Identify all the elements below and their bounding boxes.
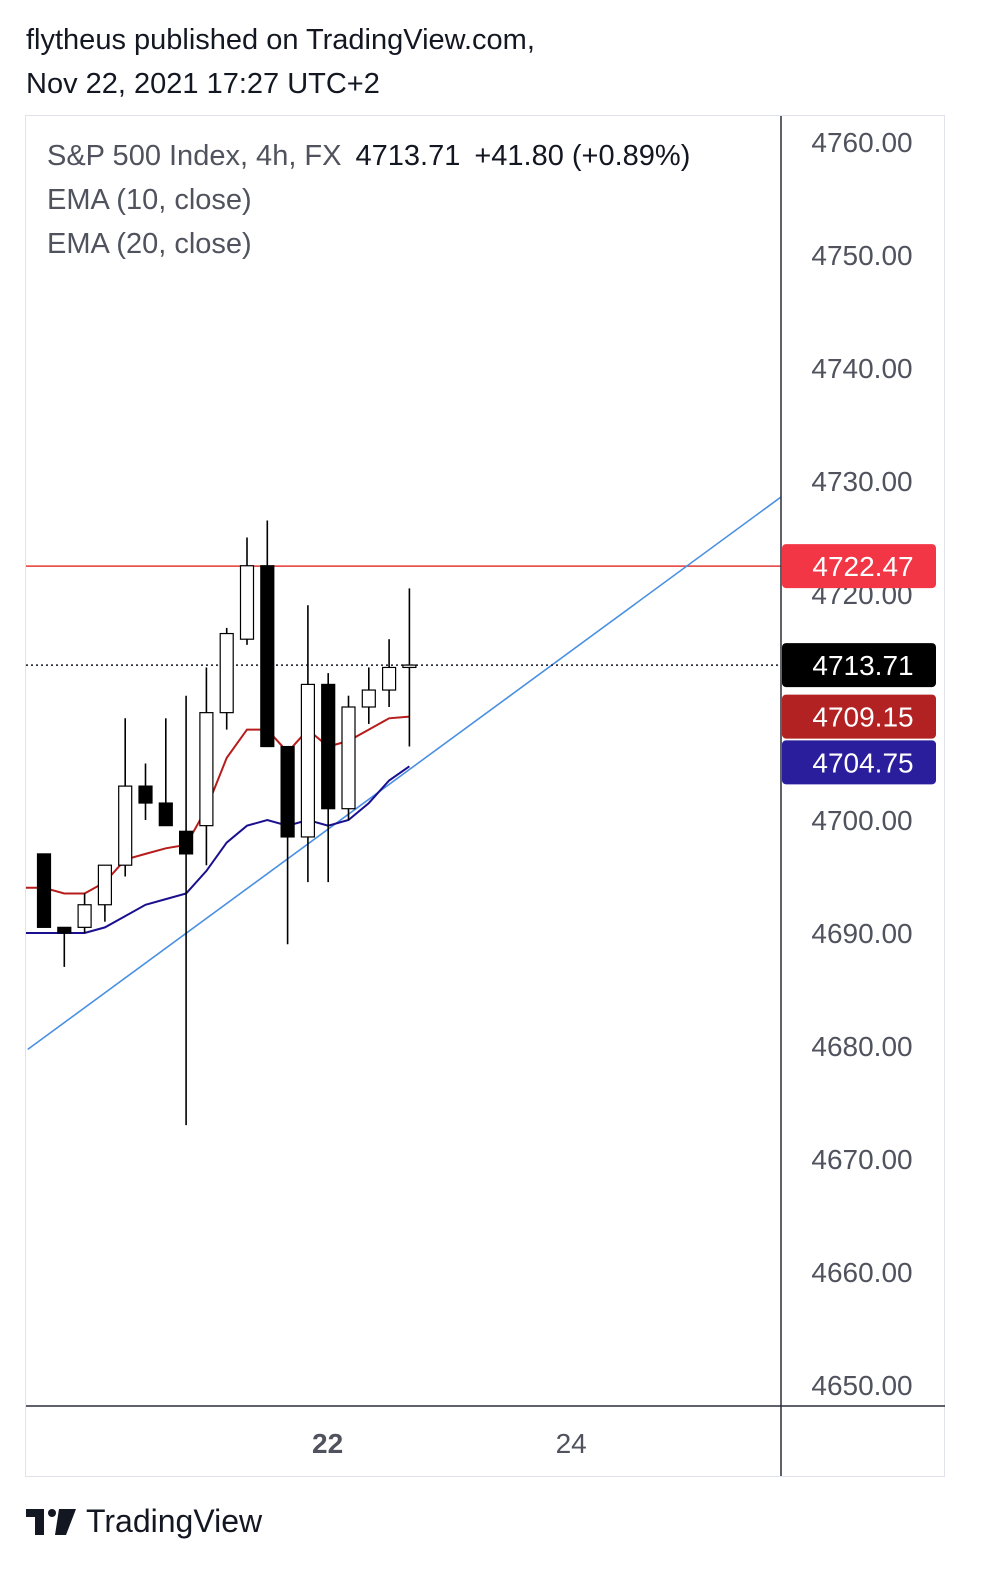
ema20-price-tag-bg <box>782 740 936 785</box>
candle <box>300 605 315 883</box>
y-tick-label: 4660.00 <box>811 1257 912 1288</box>
trendline <box>27 495 781 1051</box>
candle-body-up <box>361 689 376 708</box>
ema20-line <box>26 765 410 934</box>
last-price-tag: 4713.71 <box>782 643 936 688</box>
y-tick-label: 4700.00 <box>811 805 912 836</box>
candle-body-up <box>341 706 356 810</box>
candle-body-down <box>179 830 194 855</box>
ema10-price-tag-label: 4709.15 <box>812 702 913 733</box>
publisher-line: flytheus published on TradingView.com, <box>26 24 535 56</box>
last-price-tag-label: 4713.71 <box>812 650 913 681</box>
y-tick-label: 4650.00 <box>811 1370 912 1401</box>
symbol-label: S&P 500 Index, 4h, FX <box>47 140 342 172</box>
footer-brand[interactable]: TradingView <box>26 1503 262 1540</box>
resistance-price-tag: 4722.47 <box>782 544 936 589</box>
candle-body-up <box>402 664 417 669</box>
candle-body-down <box>260 565 275 748</box>
candle-body-down <box>57 926 72 934</box>
candle <box>361 667 376 724</box>
publish-header: flytheus published on TradingView.com, N… <box>26 18 535 106</box>
candle <box>97 864 113 922</box>
y-tick-label: 4740.00 <box>811 353 912 384</box>
candle-body-up <box>239 565 255 640</box>
candle <box>402 588 417 747</box>
candle-body-down <box>36 853 52 928</box>
candle-body-down <box>158 802 173 827</box>
y-tick-label: 4750.00 <box>811 240 912 271</box>
y-tick-label: 4730.00 <box>811 466 912 497</box>
brand-name: TradingView <box>86 1503 263 1539</box>
candle-body-up <box>97 864 113 906</box>
candle <box>321 673 336 883</box>
candle <box>179 695 194 1126</box>
candle <box>77 893 92 933</box>
last-price-tag-bg <box>782 643 936 688</box>
price-change: +41.80 (+0.89%) <box>474 140 691 172</box>
x-tick-label: 22 <box>312 1428 343 1459</box>
ema10-legend[interactable]: EMA (10, close) <box>47 184 252 216</box>
candle-body-down <box>321 683 336 810</box>
candle <box>36 853 52 928</box>
candle-body-up <box>77 904 92 928</box>
y-tick-label: 4760.00 <box>811 127 912 158</box>
publish-date: Nov 22, 2021 17:27 UTC+2 <box>26 68 380 100</box>
candle-body-up <box>118 785 133 866</box>
y-tick-label: 4680.00 <box>811 1031 912 1062</box>
candle-body-down <box>280 745 295 838</box>
y-tick-label: 4690.00 <box>811 918 912 949</box>
ema10-price-tag: 4709.15 <box>782 694 936 739</box>
chart-legend: S&P 500 Index, 4h, FX 4713.71 +41.80 (+0.8… <box>47 134 690 266</box>
candle-body-down <box>138 785 153 804</box>
candle-body-up <box>199 712 214 827</box>
ema20-price-tag: 4704.75 <box>782 740 936 785</box>
x-tick-label: 24 <box>556 1428 587 1459</box>
candle <box>382 639 397 707</box>
candle <box>239 537 255 645</box>
resistance-price-tag-label: 4722.47 <box>812 551 913 582</box>
candle <box>199 667 214 866</box>
last-price: 4713.71 <box>355 140 461 172</box>
candle-body-up <box>382 666 397 691</box>
chart-frame <box>25 115 945 1477</box>
y-tick-label: 4670.00 <box>811 1144 912 1175</box>
legend-symbol-row: S&P 500 Index, 4h, FX 4713.71 +41.80 (+0.8… <box>47 134 690 178</box>
candle <box>280 745 295 945</box>
plot-area <box>26 495 781 1126</box>
tradingview-logo-icon <box>26 1508 76 1535</box>
ema10-price-tag-bg <box>782 694 936 739</box>
candle <box>57 926 72 967</box>
candle <box>219 627 234 730</box>
candle <box>118 718 133 877</box>
candle <box>138 763 153 820</box>
candle-body-up <box>219 632 234 714</box>
candle <box>260 520 275 748</box>
candle <box>158 718 173 827</box>
candle <box>341 695 356 820</box>
ema20-price-tag-label: 4704.75 <box>812 747 913 778</box>
candle-body-up <box>300 683 315 838</box>
resistance-price-tag-bg <box>782 544 936 589</box>
ema20-legend[interactable]: EMA (20, close) <box>47 228 252 260</box>
